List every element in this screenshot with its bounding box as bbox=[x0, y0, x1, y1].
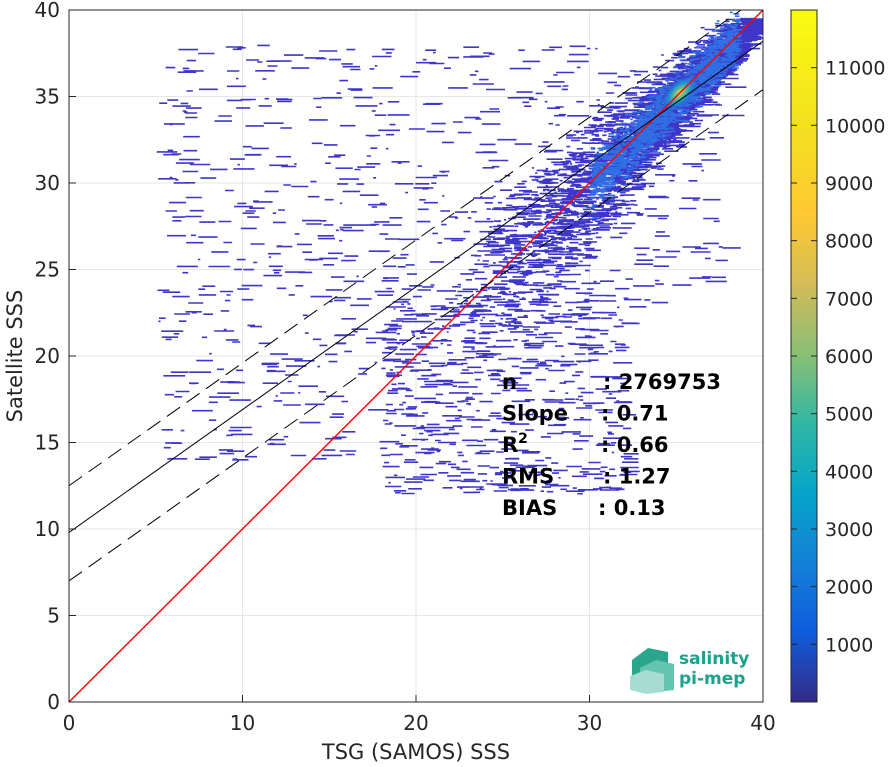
logo-line1: salinity bbox=[679, 649, 749, 669]
plot-area: 0 10 20 30 40 0 5 10 15 20 25 30 35 40 bbox=[35, 0, 776, 735]
stat-value: : 0.71 bbox=[601, 402, 669, 426]
reference-lines bbox=[69, 10, 763, 702]
y-tick-label: 40 bbox=[35, 0, 60, 22]
regression-lower-line bbox=[69, 89, 763, 582]
y-tick-label: 15 bbox=[35, 431, 60, 455]
y-axis-label: Satellite SSS bbox=[3, 290, 27, 423]
regression-upper-line bbox=[69, 10, 742, 487]
colorbar-tick-label: 9000 bbox=[825, 173, 873, 195]
stat-value: : 0.66 bbox=[601, 433, 669, 457]
colorbar-tick-label: 5000 bbox=[825, 404, 873, 426]
density-core-cells bbox=[589, 11, 743, 219]
y-tick-label: 35 bbox=[35, 85, 60, 109]
y-tick-label: 25 bbox=[35, 258, 60, 282]
y-ticks: 0 5 10 15 20 25 30 35 40 bbox=[35, 0, 76, 714]
colorbar-tick-label: 7000 bbox=[825, 288, 873, 310]
colorbar-tick-label: 4000 bbox=[825, 461, 873, 483]
colorbar: 1000 2000 3000 4000 5000 6000 7000 8000 9000 1000… bbox=[790, 9, 885, 703]
y-tick-label: 5 bbox=[47, 604, 60, 628]
salinity-pi-mep-logo: salinity pi-mep bbox=[630, 648, 749, 694]
colorbar-tick-label: 11000 bbox=[825, 58, 885, 80]
y-tick-label: 30 bbox=[35, 171, 60, 195]
colorbar-tick-label: 6000 bbox=[825, 346, 873, 368]
stat-label: RMS bbox=[502, 465, 554, 489]
logo-line2: pi-mep bbox=[679, 669, 745, 689]
y-tick-label: 20 bbox=[35, 344, 60, 368]
x-tick-label: 0 bbox=[63, 711, 76, 735]
stat-label: R2 bbox=[502, 431, 528, 457]
stats-box: n : 2769753 Slope : 0.71 R2 : 0.66 RMS : 1.27 BI… bbox=[502, 370, 721, 520]
stat-value: : 2769753 bbox=[603, 370, 721, 394]
x-tick-label: 10 bbox=[230, 711, 255, 735]
stat-label: BIAS bbox=[502, 496, 557, 520]
x-tick-label: 30 bbox=[577, 711, 602, 735]
stat-label: n bbox=[502, 370, 517, 394]
stat-label: Slope bbox=[502, 402, 568, 426]
colorbar-tick-label: 10000 bbox=[825, 115, 885, 137]
colorbar-tick-label: 1000 bbox=[825, 634, 873, 656]
regression-line bbox=[69, 40, 763, 533]
x-tick-label: 40 bbox=[750, 711, 775, 735]
wave-logo-icon bbox=[630, 648, 674, 694]
x-tick-label: 20 bbox=[403, 711, 428, 735]
x-ticks: 0 10 20 30 40 bbox=[63, 695, 776, 735]
stat-value: : 0.13 bbox=[598, 496, 666, 520]
y-tick-label: 0 bbox=[47, 690, 60, 714]
colorbar-ticks: 1000 2000 3000 4000 5000 6000 7000 8000 9000 1000… bbox=[791, 58, 885, 656]
colorbar-tick-label: 2000 bbox=[825, 577, 873, 599]
colorbar-tick-label: 8000 bbox=[825, 231, 873, 253]
y-tick-label: 10 bbox=[35, 517, 60, 541]
stat-value: : 1.27 bbox=[603, 465, 671, 489]
identity-line bbox=[69, 10, 763, 702]
colorbar-tick-label: 3000 bbox=[825, 519, 873, 541]
x-axis-label: TSG (SAMOS) SSS bbox=[321, 740, 510, 764]
